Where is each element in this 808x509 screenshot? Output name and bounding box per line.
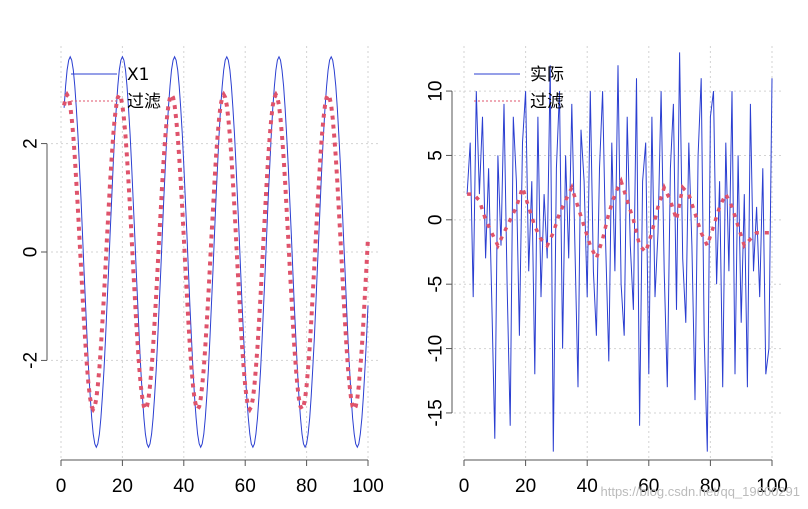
x-tick-label-4: 80 [296, 476, 317, 497]
legend-label-2: 过滤 [127, 92, 161, 112]
x-tick-label-0: 0 [459, 476, 470, 497]
y-tick-label-4: 5 [426, 150, 447, 161]
x-tick-label-4: 80 [700, 476, 721, 497]
x-tick-label-2: 40 [577, 476, 598, 497]
x-tick-label-3: 60 [235, 476, 256, 497]
x-tick-label-5: 100 [756, 476, 788, 497]
x-tick-label-1: 20 [112, 476, 133, 497]
series-line-2 [467, 176, 769, 264]
series-line-1 [466, 52, 773, 452]
x-tick-label-3: 60 [638, 476, 659, 497]
y-tick-label-3: 0 [426, 215, 447, 226]
y-tick-label-2: 2 [21, 138, 42, 149]
y-tick-label-1: -10 [426, 335, 447, 362]
series-line-2 [62, 90, 370, 414]
y-tick-label-2: -5 [426, 276, 447, 293]
x-tick-label-2: 40 [173, 476, 194, 497]
y-tick-label-1: 0 [21, 247, 42, 258]
x-tick-label-0: 0 [56, 476, 67, 497]
y-tick-label-5: 10 [426, 80, 447, 101]
y-tick-label-0: -2 [21, 352, 42, 369]
legend-label-1: 实际 [530, 65, 564, 85]
left-chart-panel: 0 20 40 60 80 100 -2 0 2 X1 过滤 [21, 46, 384, 497]
x-tick-label-1: 20 [515, 476, 536, 497]
x-tick-label-5: 100 [352, 476, 384, 497]
watermark-text: https://blog.csdn.net/qq_19600291 [601, 484, 801, 499]
legend-label-1: X1 [127, 65, 149, 85]
y-tick-label-0: -15 [426, 399, 447, 426]
legend-label-2: 过滤 [530, 92, 564, 112]
